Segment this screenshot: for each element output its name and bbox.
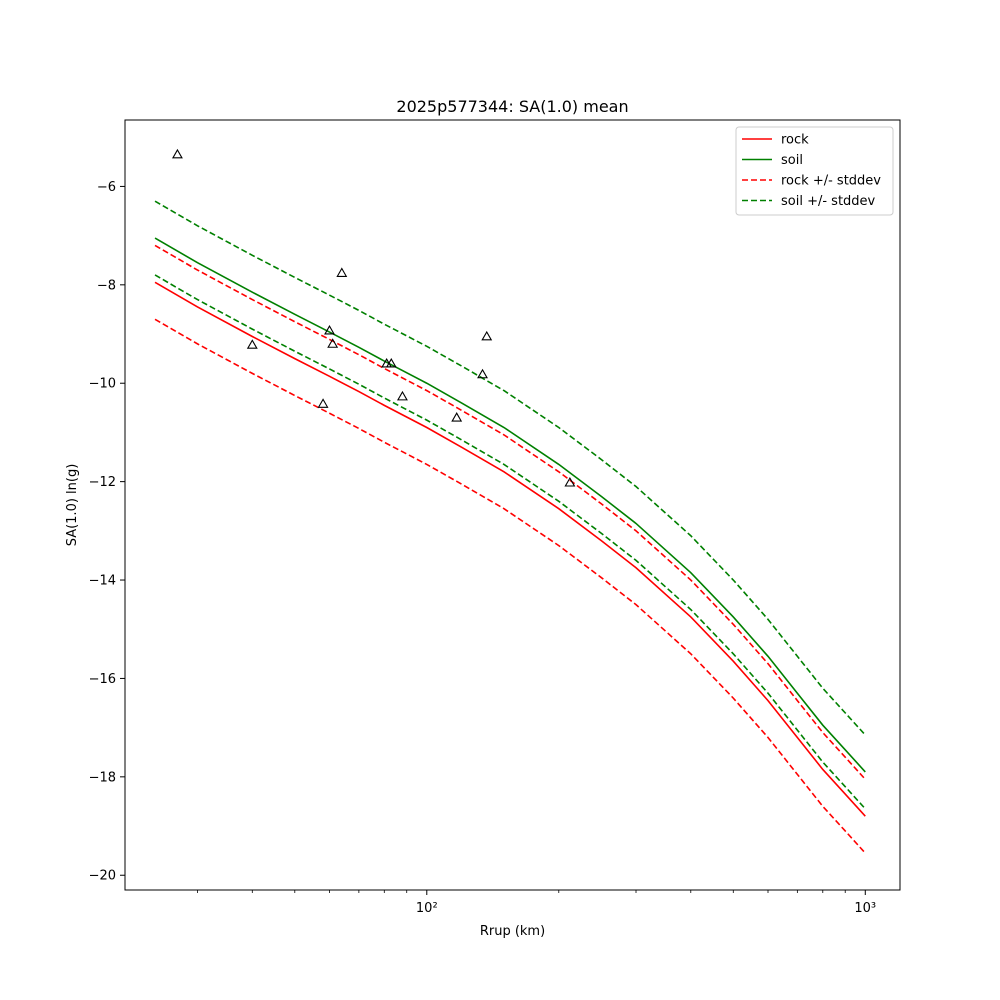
y-axis: −20 −18 −16 −14 −12 −10 −8 −6 [89,180,125,884]
series-soil-line [154,237,866,773]
series-lines [154,200,866,854]
legend-entries: rock soil rock +/- stddev soil +/- stddev [742,133,881,209]
observation-marker [317,398,329,408]
y-tick-label: −10 [89,377,116,392]
observation-marker [336,267,348,277]
series-rock-stddev-lower [154,318,866,854]
observation-marker [396,390,408,401]
x-tick-label: 10³ [854,901,876,916]
y-tick-label: −18 [89,770,116,785]
legend-label: soil +/- stddev [781,194,876,209]
series-rock-stddev-upper [154,244,866,780]
series-soil-stddev-upper [154,200,866,736]
plot-area: 10² 10³ −20 −18 −16 −14 −12 −10 −8 −6 [89,119,901,916]
observation-marker [451,412,463,422]
x-tick-label: 10² [416,901,438,916]
plot-frame [124,119,901,891]
y-axis-title: SA(1.0) ln(g) [65,464,80,547]
observation-marker [327,338,339,348]
series-soil-stddev-lower [154,274,866,810]
y-tick-label: −12 [89,475,116,490]
x-axis-title: Rrup (km) [480,924,545,939]
y-tick-label: −20 [89,869,116,884]
observation-marker [246,339,258,349]
y-tick-label: −8 [97,278,116,293]
y-tick-label: −16 [89,672,116,687]
observation-marker [477,368,488,379]
legend-box [735,126,894,216]
x-axis: 10² 10³ [197,890,876,916]
chart-title: 2025p577344: SA(1.0) mean [396,97,628,116]
observation-marker [385,357,397,368]
observation-marker [564,477,576,487]
series-rock-line [154,281,866,817]
y-tick-label: −6 [97,180,116,195]
y-tick-label: −14 [89,574,116,589]
legend-label: soil [781,153,803,168]
observation-marker [481,330,493,341]
observation-marker [324,324,335,335]
observation-marker [172,148,183,159]
legend-label: rock +/- stddev [781,174,881,189]
observation-markers [172,148,576,487]
legend: rock soil rock +/- stddev soil +/- stddev [735,126,894,216]
legend-label: rock [781,133,809,148]
